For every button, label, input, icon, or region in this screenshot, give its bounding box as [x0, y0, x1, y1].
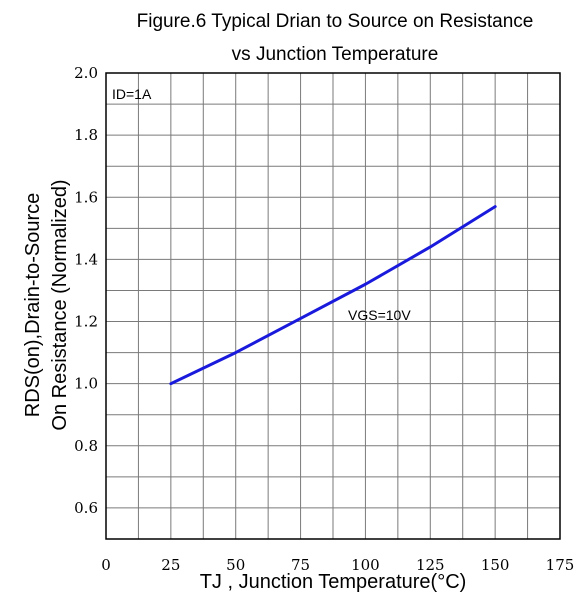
chart-title-line-2: vs Junction Temperature — [232, 44, 439, 65]
x-tick-label: 100 — [351, 556, 380, 574]
annotation-vgs: VGS=10V — [348, 307, 411, 323]
chart-title-line-1: Figure.6 Typical Drian to Source on Resi… — [137, 11, 534, 32]
plot-frame — [105, 72, 561, 540]
x-tick-label: 75 — [291, 556, 310, 574]
x-tick-label: 25 — [161, 556, 180, 574]
annotation-id: ID=1A — [112, 86, 152, 102]
x-tick-label: 50 — [226, 556, 245, 574]
y-tick-label: 1.0 — [74, 375, 98, 393]
y-tick-label: 1.2 — [74, 313, 98, 331]
y-tick-labels: 0.6 0.8 1.0 1.2 1.4 1.6 1.8 2.0 — [74, 64, 98, 517]
y-tick-label: 1.4 — [74, 250, 98, 268]
y-tick-label: 1.8 — [74, 126, 98, 144]
y-tick-label: 2.0 — [74, 64, 98, 82]
x-tick-label: 125 — [416, 556, 445, 574]
y-axis-label-line-1: RDS(on),Drain-to-Source — [22, 193, 44, 418]
y-tick-label: 1.6 — [74, 188, 98, 206]
x-tick-label: 150 — [481, 556, 510, 574]
y-tick-label: 0.6 — [74, 499, 98, 517]
grid — [106, 73, 560, 539]
y-tick-label: 0.8 — [74, 437, 98, 455]
x-tick-labels: 0 25 50 75 100 125 150 175 — [101, 556, 574, 574]
series-layer — [169, 205, 497, 386]
y-axis-label-line-2: On Resistance (Normalized) — [49, 179, 71, 430]
x-tick-label: 175 — [546, 556, 575, 574]
x-tick-label: 0 — [101, 556, 111, 574]
x-axis-label: TJ , Junction Temperature(°C) — [200, 571, 467, 593]
series-line — [169, 205, 497, 386]
